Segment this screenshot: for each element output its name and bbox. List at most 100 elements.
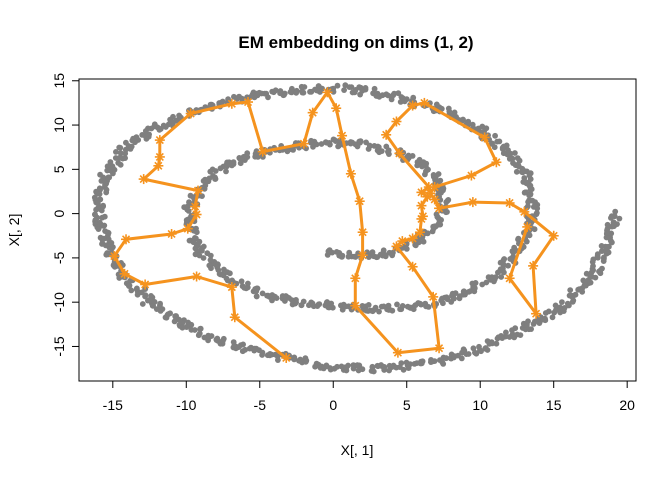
x-tick-label: 5 [403,397,411,413]
gray-point [119,155,126,162]
gray-point [259,290,266,297]
gray-point [214,264,221,271]
path-point-asterisk [166,228,177,239]
gray-point [595,254,601,261]
gray-point [345,253,352,260]
gray-point [217,165,224,172]
gray-point [123,139,129,146]
path-point-asterisk [531,308,542,319]
gray-point [567,287,574,293]
path-point-asterisk [226,282,237,293]
path-point-asterisk [407,100,418,111]
gray-point [315,83,322,89]
gray-point [576,286,583,293]
gray-point [93,206,99,213]
orange-path-layer [109,87,559,363]
gray-point [379,92,386,99]
path-point-asterisk [307,107,318,118]
path-point-asterisk [345,168,356,179]
gray-point [199,193,205,200]
path-point-asterisk [140,279,151,290]
gray-point [400,95,406,102]
x-tick-label: -5 [254,397,267,413]
gray-point [293,89,300,96]
path-point-asterisk [298,138,309,149]
gray-point [332,138,339,145]
gray-point [371,85,378,92]
path-point-asterisk [354,196,365,207]
gray-point [237,155,243,162]
gray-point [612,208,619,215]
gray-point [484,338,491,344]
gray-point [443,294,450,301]
gray-point [127,146,134,152]
gray-point [373,92,380,99]
gray-point [598,243,605,249]
gray-point [389,307,396,314]
gray-point [224,277,231,284]
gray-point [365,302,372,308]
gray-point [277,90,283,97]
path-point-asterisk [191,209,202,220]
gray-point [116,144,123,151]
gray-point [219,338,226,344]
path-point-asterisk [190,201,201,212]
gray-point [359,366,366,373]
chart-title: EM embedding on dims (1, 2) [238,33,473,52]
path-point-asterisk [416,200,427,211]
path-point-asterisk [407,233,418,244]
gray-point [604,221,611,228]
gray-point [117,161,124,168]
path-point-asterisk [467,197,478,208]
gray-point [208,265,214,272]
gray-point [346,84,353,90]
path-point-asterisk [154,135,165,146]
gray-point [207,168,214,175]
gray-point [193,229,200,236]
gray-point [212,176,218,182]
path-point-asterisk [331,103,342,114]
gray-point [416,156,423,163]
x-tick-label: -15 [103,397,123,413]
gray-point [372,304,379,311]
gray-point [237,160,244,167]
path-point-asterisk [522,221,533,232]
path-point-asterisk [428,291,439,302]
gray-point [439,295,445,302]
gray-point [380,247,387,254]
gray-point [542,315,548,322]
path-point-asterisk [519,206,530,217]
gray-point [569,298,576,305]
path-point-asterisk [138,174,149,185]
gray-point [282,298,288,304]
gray-point [390,92,397,99]
gray-point [420,238,427,245]
path-point-asterisk [153,160,164,171]
gray-point [308,139,314,146]
gray-point [103,189,110,196]
gray-point [503,329,509,336]
path-point-asterisk [109,251,120,262]
gray-point [196,330,203,337]
gray-point [590,263,596,269]
y-tick-label: 5 [51,165,67,173]
gray-point [318,141,325,147]
gray-point [395,90,402,97]
gray-point [101,235,107,242]
gray-point [525,203,531,210]
gray-point [507,256,514,262]
gray-point [475,125,482,132]
y-tick-label: 10 [51,117,67,133]
gray-point [383,143,390,150]
gray-point [370,368,377,375]
gray-point [139,301,146,307]
gray-point [388,364,395,370]
gray-point [505,147,511,154]
gray-point [512,150,518,156]
gray-point [423,168,429,175]
gray-point [418,360,425,367]
gray-point [345,362,351,369]
gray-point [590,256,597,263]
gray-point [394,301,400,308]
path-point-asterisk [226,98,237,109]
